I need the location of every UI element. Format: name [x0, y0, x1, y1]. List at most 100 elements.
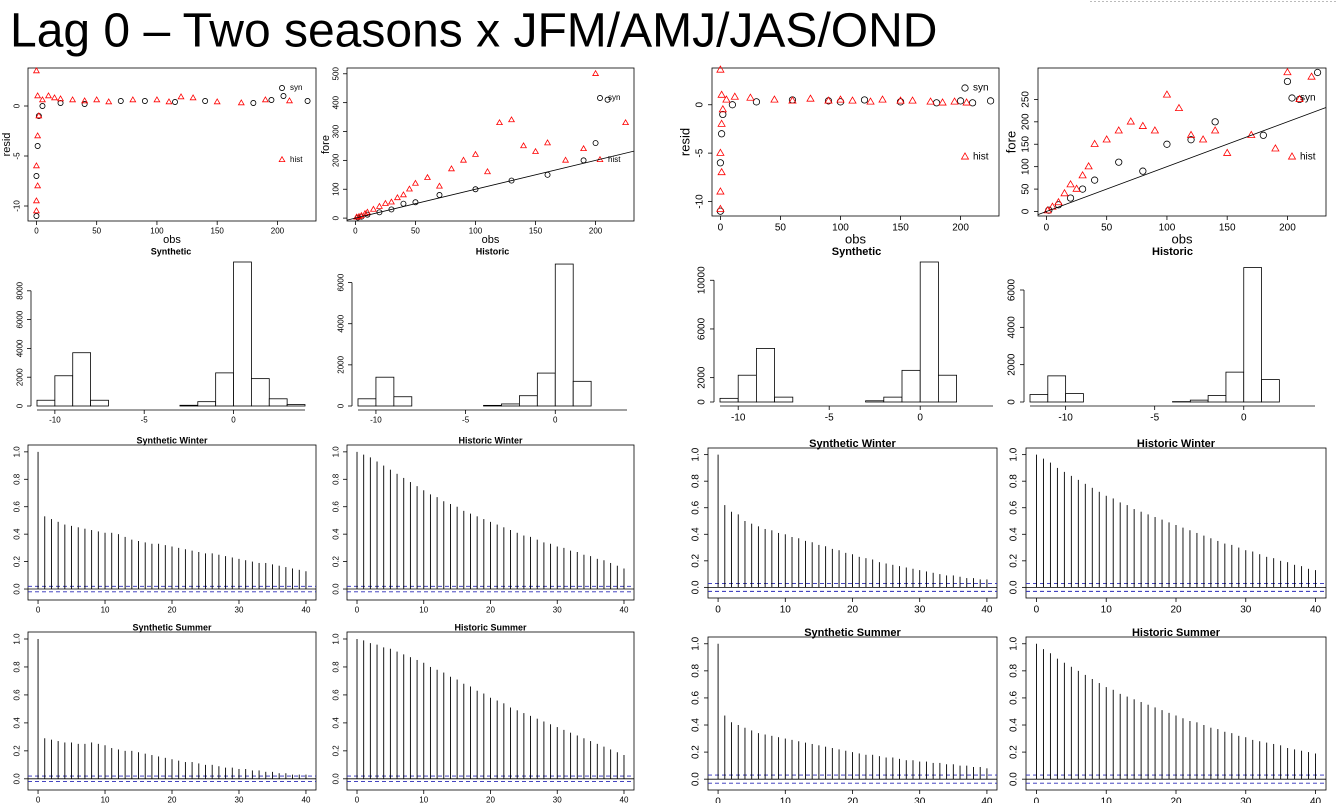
y-tick-label: 4000: [337, 314, 346, 332]
legend-label: syn: [608, 93, 620, 102]
x-tick-label: 0: [1034, 797, 1040, 803]
point: [1138, 121, 1148, 129]
point: [770, 95, 779, 103]
x-tick-label: 0: [355, 606, 360, 615]
point: [81, 101, 88, 107]
y-tick-label: 0.6: [13, 689, 22, 701]
point: [153, 96, 161, 103]
point: [32, 197, 40, 204]
y-tick-label: 50: [1021, 183, 1032, 195]
point: [1126, 117, 1136, 125]
y-tick-label: 6000: [1007, 278, 1018, 301]
x-tick-label: 50: [775, 223, 787, 234]
x-tick-label: 150: [1219, 223, 1236, 234]
point: [1187, 136, 1195, 144]
bar: [1047, 375, 1067, 403]
point: [34, 182, 42, 189]
bar: [1029, 394, 1049, 403]
bar: [286, 404, 306, 407]
bar: [54, 375, 74, 407]
bar: [357, 398, 377, 407]
point: [532, 147, 540, 154]
legend-label: syn: [1300, 93, 1316, 104]
point: [177, 93, 185, 100]
y-tick-label: 0.8: [332, 661, 341, 673]
point: [165, 98, 173, 105]
panel-title: Synthetic Summer: [132, 622, 212, 632]
point: [93, 96, 101, 103]
bar: [250, 378, 270, 407]
x-tick-label: -5: [825, 413, 834, 424]
panel-title: Historic: [476, 246, 510, 256]
point: [878, 95, 887, 103]
y-tick-label: 1.0: [691, 636, 702, 650]
point: [381, 199, 389, 206]
y-tick-label: 0.0: [1009, 772, 1020, 786]
point: [592, 69, 600, 76]
point: [34, 92, 42, 99]
point: [1115, 158, 1123, 166]
legend-label: syn: [973, 83, 989, 94]
plot-box: [1037, 67, 1327, 217]
x-tick-label: 0: [553, 416, 558, 425]
legend-label: hist: [1300, 151, 1316, 162]
point: [604, 96, 611, 103]
point: [1259, 131, 1267, 139]
point: [746, 93, 755, 101]
y-tick-label: 6000: [337, 273, 346, 291]
y-tick-label: 0: [1021, 208, 1032, 214]
point: [38, 96, 46, 103]
y-tick-label: 4000: [1007, 316, 1018, 339]
x-tick-label: 0: [36, 796, 41, 803]
point: [717, 119, 726, 127]
bar: [1225, 371, 1245, 403]
point: [716, 65, 725, 73]
x-tick-label: 200: [589, 227, 603, 236]
point: [1066, 179, 1075, 188]
point: [33, 213, 40, 219]
point: [848, 96, 857, 104]
y-tick-label: 400: [332, 95, 341, 109]
point: [1043, 205, 1052, 214]
point: [1313, 68, 1322, 77]
x-axis-label: obs: [845, 231, 866, 246]
point: [1078, 170, 1087, 179]
point: [411, 179, 419, 186]
point: [213, 98, 221, 105]
y-tick-label: 0.0: [13, 583, 22, 595]
point: [562, 156, 570, 163]
point: [1163, 140, 1171, 148]
point: [483, 168, 492, 175]
y-tick-label: 0.2: [691, 553, 702, 567]
point: [1054, 197, 1063, 206]
y-tick-label: 0.0: [13, 773, 22, 785]
bar: [901, 369, 921, 403]
bar: [215, 372, 234, 407]
x-tick-label: 150: [529, 227, 543, 236]
point: [388, 206, 395, 213]
point: [1283, 67, 1292, 76]
y-tick-label: 6000: [697, 317, 708, 340]
x-tick-label: 200: [271, 227, 285, 236]
y-tick-label: 500: [332, 67, 341, 81]
point: [1066, 194, 1075, 202]
x-tick-label: 10: [1101, 605, 1113, 616]
point: [968, 99, 977, 107]
x-tick-label: 100: [832, 223, 849, 234]
point: [387, 198, 395, 205]
y-tick-label: 0.4: [332, 717, 341, 729]
point: [261, 96, 269, 103]
point: [1307, 72, 1316, 80]
point: [399, 191, 407, 198]
fit-line: [1037, 107, 1327, 216]
bar: [554, 263, 574, 407]
point: [716, 148, 725, 156]
y-tick-label: 1.0: [332, 633, 341, 645]
point: [728, 101, 737, 109]
point: [1186, 130, 1196, 138]
bar: [737, 374, 757, 403]
x-tick-label: 200: [952, 223, 969, 234]
legend-marker: [278, 155, 286, 162]
point: [986, 97, 995, 105]
x-tick-label: 0: [917, 413, 923, 424]
